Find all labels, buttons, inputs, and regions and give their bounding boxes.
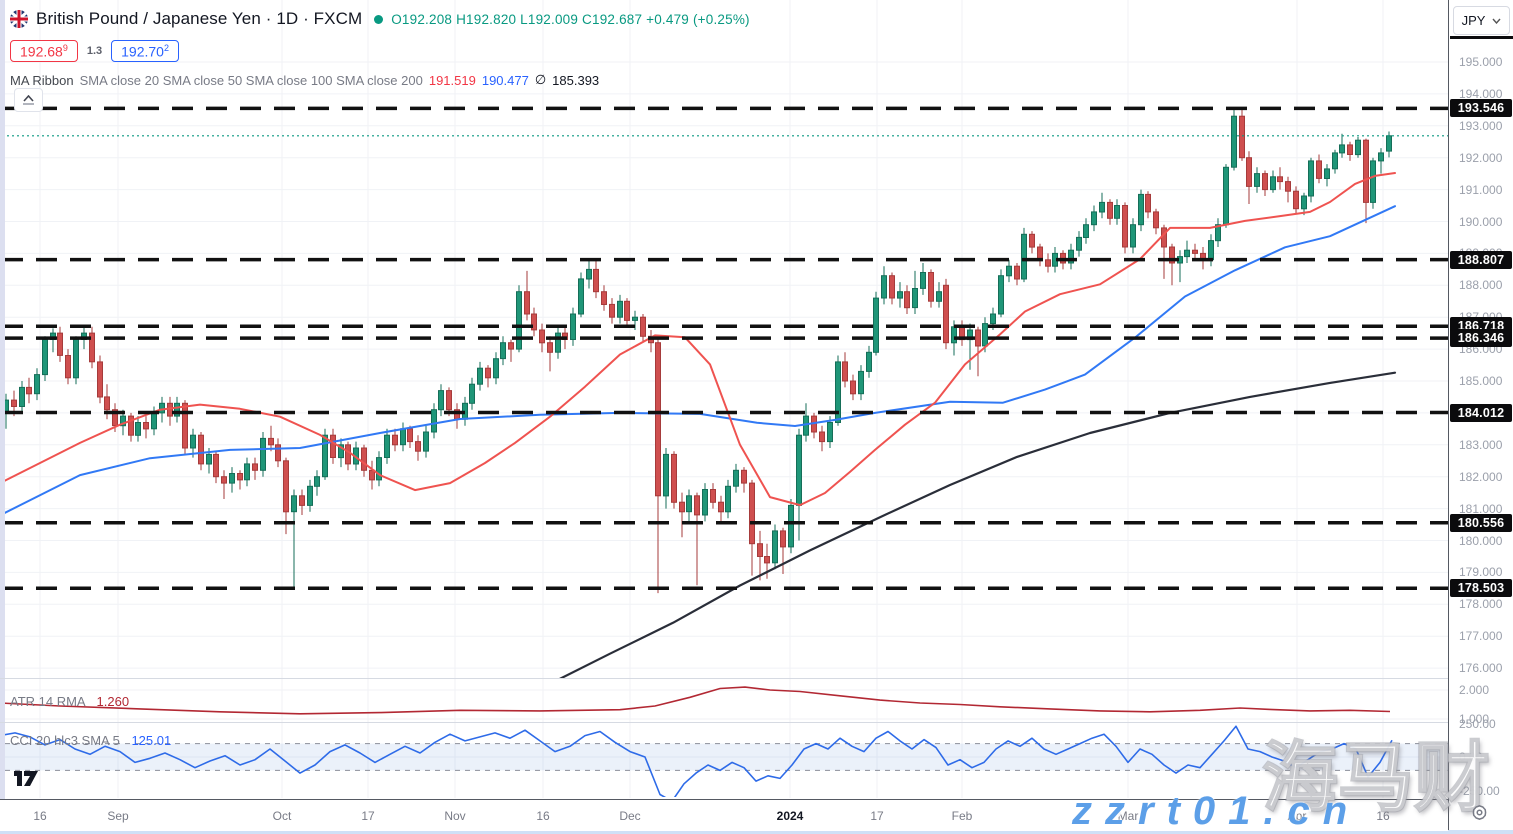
chevron-up-icon <box>23 95 34 102</box>
time-label[interactable]: 17 <box>870 809 884 823</box>
gb-flag-icon <box>10 10 28 28</box>
buy-button[interactable]: 192.702 <box>111 39 179 63</box>
ma-ribbon-label: MA Ribbon <box>10 72 74 88</box>
time-label[interactable]: Mar <box>1117 809 1139 823</box>
atr-line <box>0 686 1391 715</box>
time-label[interactable]: 17 <box>361 809 375 823</box>
time-label[interactable]: Nov <box>444 809 466 823</box>
pane-separator-atr[interactable] <box>0 678 1448 679</box>
chevron-down-icon <box>1492 18 1501 24</box>
price-level-badge: 184.012 <box>1450 403 1512 422</box>
time-label[interactable]: Sep <box>107 809 129 823</box>
symbol-title[interactable]: British Pound / Japanese Yen · 1D · FXCM <box>36 9 363 28</box>
cci-value: 125.01 <box>131 733 172 748</box>
pane-separator-cci[interactable] <box>0 722 1448 723</box>
gear-icon[interactable] <box>1470 803 1489 827</box>
main-chart-canvas[interactable] <box>0 0 1448 799</box>
price-tick: 193.000 <box>1459 118 1503 133</box>
atr-tick: 1.000 <box>1459 712 1490 726</box>
price-tick: 180.000 <box>1459 533 1503 548</box>
time-label[interactable]: 16 <box>33 809 47 823</box>
ma-ribbon-params: SMA close 20 SMA close 50 SMA close 100 … <box>79 72 423 88</box>
tradingview-logo-icon[interactable] <box>14 768 44 793</box>
price-tick: 181.000 <box>1459 501 1503 516</box>
price-tick: 195.000 <box>1459 55 1503 69</box>
atr-label: ATR 14 RMA <box>10 694 85 709</box>
window-left-edge <box>0 0 5 830</box>
time-label[interactable]: Oct <box>272 809 292 823</box>
price-tick: 176.000 <box>1459 661 1503 676</box>
chart-legend: British Pound / Japanese Yen · 1D · FXCM… <box>10 6 750 88</box>
atr-value: 1.260 <box>96 694 130 709</box>
sma20-value: 191.519 <box>428 72 476 88</box>
ma-ribbon-legend[interactable]: MA Ribbon SMA close 20 SMA close 50 SMA … <box>10 72 750 88</box>
price-tick: 188.000 <box>1459 278 1503 293</box>
ohlc-values: O192.208 H192.820 L192.009 C192.687 +0.4… <box>391 11 750 27</box>
currency-label: JPY <box>1461 13 1486 28</box>
market-status-icon[interactable] <box>374 14 384 24</box>
price-tick: 192.000 <box>1459 150 1503 165</box>
time-label[interactable]: Dec <box>619 809 641 823</box>
price-tick: 191.000 <box>1459 182 1503 197</box>
currency-dropdown[interactable]: JPY <box>1453 6 1510 35</box>
cci-tick: 250.00 <box>1459 716 1496 731</box>
time-label[interactable]: 16 <box>1376 809 1390 823</box>
cci-label: CCI 20 hlc3 SMA 5 <box>10 733 120 748</box>
price-tick: 190.000 <box>1459 214 1503 229</box>
cci-tick: 0.00 <box>1459 750 1483 764</box>
sell-button[interactable]: 192.689 <box>10 39 78 63</box>
sma50-value: 190.477 <box>481 72 529 88</box>
price-tick: 185.000 <box>1459 374 1503 388</box>
price-level-badge: 178.503 <box>1450 579 1512 598</box>
spread-value: 1.3 <box>86 45 103 57</box>
time-label[interactable]: Feb <box>951 809 973 823</box>
price-axis[interactable]: JPY 176.000 177.000 178.000 179.000 180.000 1… <box>1448 0 1513 830</box>
price-tick: 177.000 <box>1459 629 1503 644</box>
price-tick: 182.000 <box>1459 469 1503 484</box>
price-level-badge: 188.807 <box>1450 250 1512 269</box>
atr-legend[interactable]: ATR 14 RMA 1.260 <box>10 694 129 709</box>
cci-tick: -250.00 <box>1459 783 1500 798</box>
avg-symbol: ∅ <box>534 72 547 87</box>
price-tick: 178.000 <box>1459 597 1503 612</box>
time-label[interactable]: 2024 <box>776 809 804 823</box>
window-bottom-edge <box>0 830 1513 834</box>
axis-top-border <box>1450 36 1513 39</box>
price-level-badge: 180.556 <box>1450 513 1512 532</box>
time-axis[interactable]: 16 Sep Oct 17 Nov 16 Dec 2024 17 Feb Mar Apr 16 <box>0 799 1448 831</box>
avg-value: 185.393 <box>552 72 600 88</box>
price-level-badge: 186.346 <box>1450 329 1512 348</box>
time-label[interactable]: Apr <box>1287 809 1307 823</box>
price-tick: 194.000 <box>1459 86 1503 101</box>
legend-collapse-button[interactable] <box>14 88 43 112</box>
cci-line <box>0 725 1393 797</box>
cci-legend[interactable]: CCI 20 hlc3 SMA 5 125.01 <box>10 733 171 748</box>
time-label[interactable]: 16 <box>536 809 550 823</box>
price-tick: 183.000 <box>1459 437 1503 452</box>
atr-tick: 2.000 <box>1459 683 1490 697</box>
price-tick: 179.000 <box>1459 565 1503 580</box>
price-level-badge: 193.546 <box>1450 99 1512 118</box>
